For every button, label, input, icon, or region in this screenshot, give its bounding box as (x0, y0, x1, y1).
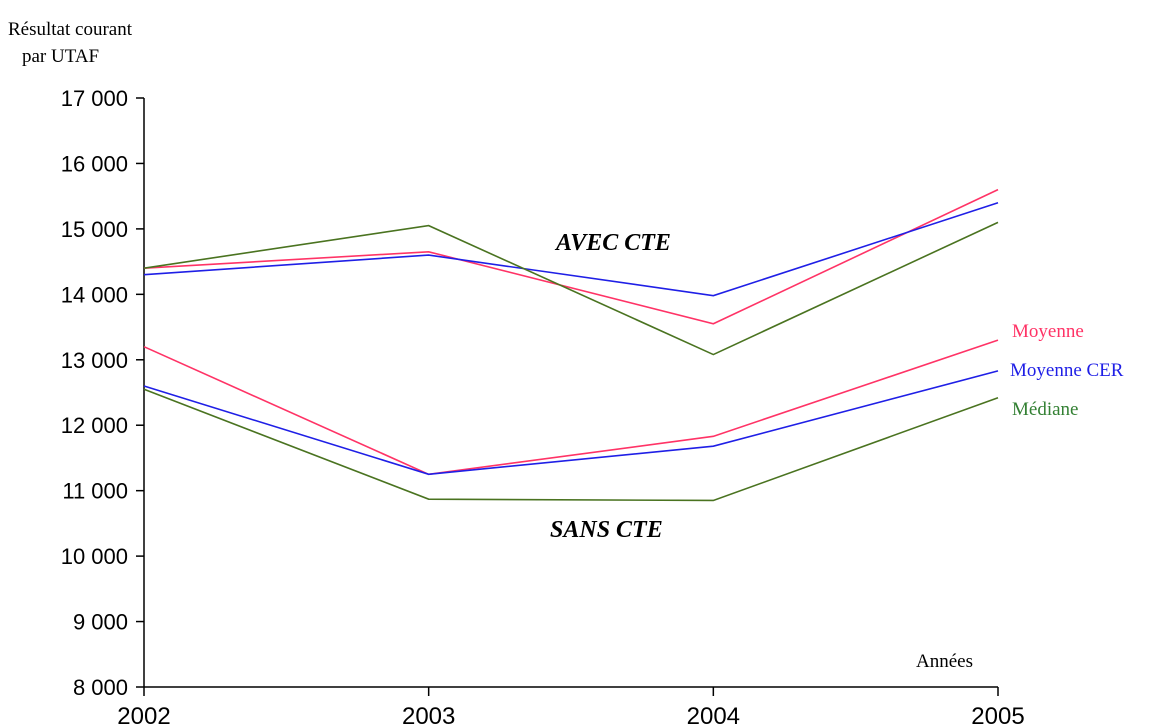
y-axis-ticks: 8 000 9 000 10 000 11 000 12 000 13 000 14 000… (61, 86, 144, 700)
x-tick-label: 2004 (687, 703, 740, 728)
x-axis-ticks: 2002 2003 2004 2005 (117, 687, 1025, 728)
legend-label-mediane: Médiane (1012, 399, 1078, 420)
legend: Moyenne Moyenne CER Médiane (1010, 321, 1124, 420)
annotation-sans-cte: SANS CTE (550, 517, 663, 543)
series-line-avec-moyenne-cer (143, 201, 999, 297)
series-line-sans-moyenne-cer (143, 370, 999, 476)
y-tick-label: 15 000 (61, 217, 128, 242)
series-line-sans-moyenne (143, 339, 999, 476)
annotation-avec-cte: AVEC CTE (554, 230, 671, 256)
legend-label-moyenne: Moyenne (1012, 321, 1084, 342)
y-tick-label: 17 000 (61, 86, 128, 111)
y-tick-label: 11 000 (62, 479, 128, 504)
x-tick-label: 2003 (402, 703, 455, 728)
y-tick-label: 13 000 (61, 348, 128, 373)
series-lines (143, 188, 999, 502)
series-line-sans-mediane (143, 388, 999, 502)
y-tick-label: 9 000 (73, 610, 128, 635)
y-axis-title-line-2: par UTAF (22, 46, 99, 67)
x-tick-label: 2005 (971, 703, 1024, 728)
y-tick-label: 12 000 (61, 413, 128, 438)
series-line-avec-mediane (143, 221, 999, 356)
y-tick-label: 14 000 (61, 282, 128, 307)
series-line-avec-moyenne (143, 188, 999, 325)
x-tick-label: 2002 (117, 703, 170, 728)
y-tick-label: 10 000 (61, 544, 128, 569)
legend-label-moyenne-cer: Moyenne CER (1010, 360, 1124, 381)
y-tick-label: 8 000 (73, 675, 128, 700)
y-tick-label: 16 000 (61, 151, 128, 176)
y-axis-title-line-1: Résultat courant (8, 19, 133, 40)
x-axis-title: Années (916, 651, 973, 672)
